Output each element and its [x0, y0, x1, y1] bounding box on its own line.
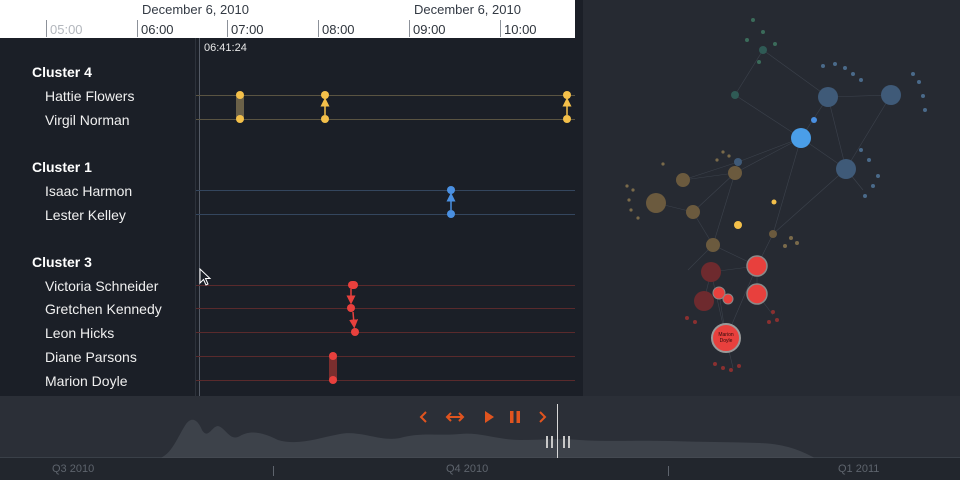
quarter-tick [273, 466, 274, 476]
person-label[interactable]: Leon Hicks [45, 325, 115, 341]
person-label[interactable]: Hattie Flowers [45, 88, 135, 104]
quarter-label: Q3 2010 [52, 463, 95, 475]
range-position-line[interactable] [557, 404, 558, 460]
event-link[interactable] [320, 91, 330, 123]
hour-tick [227, 20, 228, 37]
date-label: December 6, 2010 [142, 2, 249, 17]
row-line [196, 308, 575, 309]
range-start-handle[interactable] [546, 436, 553, 448]
person-label[interactable]: Diane Parsons [45, 349, 137, 365]
time-range-bar[interactable]: Q3 2010 Q4 2010 Q1 2011 [0, 396, 960, 480]
row-line [196, 356, 575, 357]
arrows-horizontal-icon [445, 412, 465, 422]
event-link[interactable] [346, 281, 359, 336]
hour-label: 10:00 [504, 22, 537, 37]
person-label[interactable]: Gretchen Kennedy [45, 301, 162, 317]
graph-node-marion-doyle[interactable]: Marion Doyle [711, 323, 741, 353]
hour-label: 09:00 [413, 22, 446, 37]
event-link[interactable] [329, 352, 337, 384]
event-link[interactable] [562, 91, 572, 123]
row-line [196, 332, 575, 333]
row-line [196, 190, 575, 191]
mouse-pointer-icon [199, 268, 212, 286]
quarter-label: Q1 2011 [838, 463, 880, 475]
chevron-left-icon [419, 411, 427, 423]
hour-label: 05:00 [50, 22, 83, 37]
timeline-header[interactable]: December 6, 2010 December 6, 2010 05:00 … [0, 0, 575, 38]
row-line [196, 214, 575, 215]
cluster-title: Cluster 3 [32, 254, 92, 270]
range-end-handle[interactable] [563, 436, 570, 448]
graph-node-label-first: Marion [718, 332, 734, 338]
cluster-title: Cluster 1 [32, 159, 92, 175]
graph-node-label-last: Doyle [720, 338, 733, 344]
hour-tick [46, 20, 47, 37]
event-link[interactable] [446, 186, 456, 218]
hour-tick [318, 20, 319, 37]
person-label[interactable]: Marion Doyle [45, 373, 128, 389]
network-graph[interactable]: Marion Doyle [583, 0, 960, 396]
hour-tick [500, 20, 501, 37]
timeline-panel[interactable]: December 6, 2010 December 6, 2010 05:00 … [0, 0, 575, 396]
hour-tick [409, 20, 410, 37]
person-label[interactable]: Victoria Schneider [45, 278, 159, 294]
hour-label: 07:00 [231, 22, 264, 37]
pause-button[interactable] [502, 406, 528, 428]
hour-tick [137, 20, 138, 37]
person-label[interactable]: Isaac Harmon [45, 183, 133, 199]
hour-label: 06:00 [141, 22, 174, 37]
play-icon [485, 411, 494, 423]
graph-hub-nodes[interactable] [646, 46, 901, 311]
cluster-title: Cluster 4 [32, 64, 92, 80]
row-line [196, 380, 575, 381]
quarter-label: Q4 2010 [446, 463, 489, 475]
pause-icon [510, 411, 520, 423]
play-button[interactable] [476, 406, 502, 428]
network-graph-panel[interactable]: Marion Doyle [583, 0, 960, 396]
person-label[interactable]: Virgil Norman [45, 112, 130, 128]
previous-button[interactable] [410, 406, 436, 428]
date-label: December 6, 2010 [414, 2, 521, 17]
timeline-events[interactable] [0, 0, 575, 396]
person-label[interactable]: Lester Kelley [45, 207, 126, 223]
row-line [196, 95, 575, 96]
row-line [196, 285, 575, 286]
time-guide-line [195, 38, 196, 396]
graph-edges [655, 49, 892, 369]
fit-range-button[interactable] [442, 406, 468, 428]
graph-leaf-nodes [625, 18, 927, 372]
event-link[interactable] [236, 91, 244, 123]
time-cursor-line[interactable] [199, 38, 200, 396]
cursor-time-label: 06:41:24 [204, 42, 247, 54]
quarter-axis[interactable] [0, 458, 960, 480]
chevron-right-icon [539, 411, 547, 423]
quarter-tick [668, 466, 669, 476]
hour-label: 08:00 [322, 22, 355, 37]
next-button[interactable] [530, 406, 556, 428]
row-line [196, 119, 575, 120]
